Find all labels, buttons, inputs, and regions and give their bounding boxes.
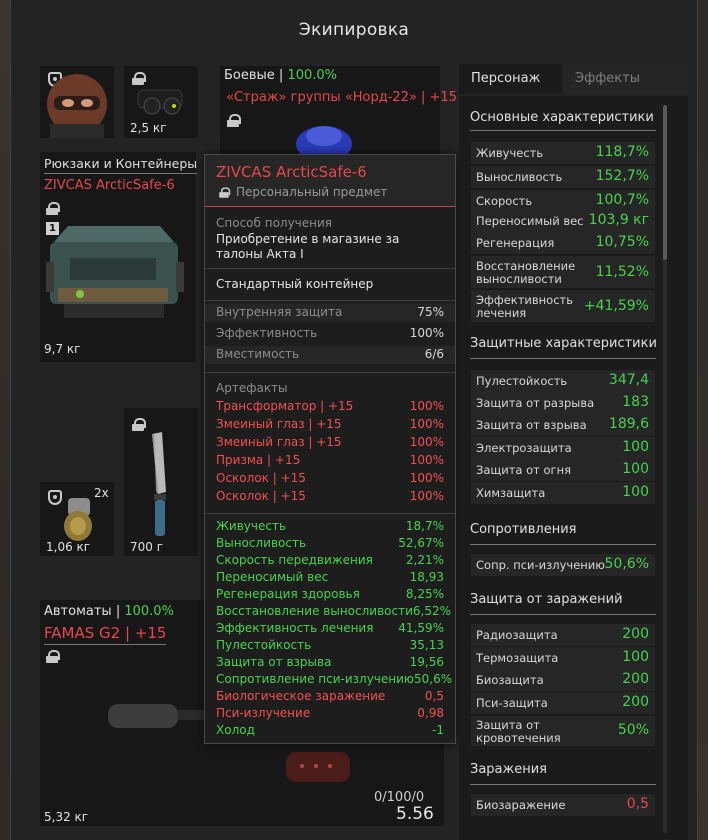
lock-icon [132,418,146,431]
backpack-weight: 9,7 кг [44,342,81,356]
tooltip-effect-row: Регенерация здоровья 8,25% [216,587,444,601]
tab-character[interactable]: Персонаж [459,64,562,94]
backpack-slot[interactable]: Рюкзаки и Контейнеры ZIVCAS ArcticSafe-6… [40,152,198,362]
backpack-category: Рюкзаки и Контейнеры [44,156,198,174]
stat-row: Пси-защита 200 [471,692,655,714]
knife-weight: 700 г [130,540,164,554]
tooltip-effect-row: Эффективность лечения 41,59% [216,621,444,635]
tooltip-personal: Персональный предмет [236,185,388,199]
item-tooltip: ZIVCAS ArcticSafe-6 Персональный предмет… [204,154,456,744]
tooltip-effect-row: Живучесть 18,7% [216,519,444,533]
prop-band [205,346,455,364]
weapon-weight: 5,32 кг [44,810,89,824]
tooltip-effect-row: Холод -1 [216,723,444,737]
container-image [46,226,184,318]
rifle-stock-image [286,752,350,782]
nightvision-slot[interactable]: 2,5 кг [124,66,198,138]
scrollbar-thumb[interactable] [663,105,667,260]
stat-row: Электрозащита 100 [471,437,655,459]
tooltip-acquire-label: Способ получения [216,216,333,230]
total-weight: 5.56 [396,804,434,824]
stat-row: Защита от огня 100 [471,459,655,481]
stat-row: Сопр. пси-излучению 50,6% [471,554,655,576]
armor-image [296,126,352,154]
tooltip-artifact-row: Змеиный глаз | +15 100% [216,435,444,449]
stat-row: Термозащита 100 [471,647,655,669]
armor-name: «Страж» группы «Норд-22» | +15 [226,90,457,105]
lock-icon [46,202,60,215]
stat-row: Живучесть 118,7% [471,142,655,164]
stat-row: Пулестойкость 347,4 [471,370,655,392]
weapon-name: FAMAS G2 | +15 [44,624,167,645]
stat-row: Эффективность лечения +41,59% [471,290,655,322]
tooltip-effect-row: Пулестойкость 35,13 [216,638,444,652]
tooltip-effect-row: Восстановление выносливости 6,52% [216,604,451,618]
stat-row: Химзащита 100 [471,482,655,504]
tooltip-prop-row: Эффективность 100% [216,326,444,340]
tooltip-acquire-value: Приобретение в магазине за талоны Акта I [216,232,400,261]
armor-category: Боевые | 100.0% [224,68,338,83]
stat-row: Защита от взрыва 189,6 [471,414,655,436]
tooltip-effect-row: Выносливость 52,67% [216,536,444,550]
stat-row: Радиозащита 200 [471,624,655,646]
scrollbar-track[interactable] [663,105,667,833]
balaclava-image [47,74,107,138]
character-stats-panel: Основные характеристики Живучесть 118,7% … [459,96,688,840]
tooltip-artifacts-label: Артефакты [216,381,288,395]
tooltip-effect-row: Переносимый вес 18,93 [216,570,444,584]
nightvision-image [137,89,183,115]
knife-image [152,432,166,536]
lock-icon [46,650,60,663]
section-title: Основные характеристики [470,110,654,125]
backpack-name: ZIVCAS ArcticSafe-6 [44,178,175,193]
tooltip-artifact-row: Осколок | +15 100% [216,471,444,485]
tooltip-prop-row: Внутренняя защита 75% [216,305,444,319]
lock-icon [219,187,231,198]
total-ratio: 0/100/0 [374,790,425,805]
tooltip-artifact-row: Осколок | +15 100% [216,489,444,503]
grenade-image [64,498,92,541]
tooltip-artifact-row: Змеиный глаз | +15 100% [216,417,444,431]
weapon-category: Автоматы | 100.0% [44,604,174,619]
tab-effects[interactable]: Эффекты [563,64,688,94]
stat-row: Защита от разрыва 183 [471,392,655,414]
head-slot[interactable] [40,66,114,138]
tooltip-effect-row: Скорость передвижения 2,21% [216,553,444,567]
tooltip-artifact-row: Трансформатор | +15 100% [216,399,444,413]
tooltip-item-name: ZIVCAS ArcticSafe-6 [216,163,367,181]
stat-row: Выносливость 152,7% [471,166,655,188]
backpack-badge: 1 [46,222,59,235]
grenade-count: 2x [94,486,109,500]
stat-row: Восстановление выносливости 11,52% [471,256,655,288]
tooltip-effect-row: Защита от взрыва 19,56 [216,655,444,669]
tooltip-prop-row: Вместимость 6/6 [216,347,444,361]
armor-slot[interactable]: Боевые | 100.0% «Страж» группы «Норд-22»… [220,66,457,154]
lock-icon [132,72,146,85]
section-title: Защитные характеристики [470,336,657,351]
nightvision-weight: 2,5 кг [130,121,167,135]
stat-row: Биозаражение 0,5 [471,794,655,816]
tooltip-type: Стандартный контейнер [216,277,374,291]
stat-row: Защита от кровотечения 50% [471,716,655,746]
stat-row: Биозащита 200 [471,669,655,691]
section-title: Сопротивления [470,522,577,537]
stat-row: Скорость 100,7% [471,190,655,212]
stat-row: Переносимый вес 103,9 кг [471,210,655,232]
tooltip-effect-row: Пси-излучение 0,98 [216,706,444,720]
prop-band [205,304,455,322]
tooltip-effect-row: Сопротивление пси-излучению 50,6% [216,672,453,686]
stat-row: Регенерация 10,75% [471,232,655,254]
tooltip-header [205,155,455,207]
section-title: Защита от заражений [470,592,623,607]
grenade-slot[interactable]: 2x 1,06 кг [40,482,114,556]
section-title: Заражения [470,762,547,777]
lock-icon [227,114,241,127]
window-title: Экипировка [298,20,410,40]
knife-slot[interactable]: 700 г [124,408,198,556]
grenade-weight: 1,06 кг [46,540,91,554]
shield-icon [48,490,62,505]
tooltip-artifact-row: Призма | +15 100% [216,453,444,467]
tooltip-effect-row: Биологическое заражение 0,5 [216,689,444,703]
